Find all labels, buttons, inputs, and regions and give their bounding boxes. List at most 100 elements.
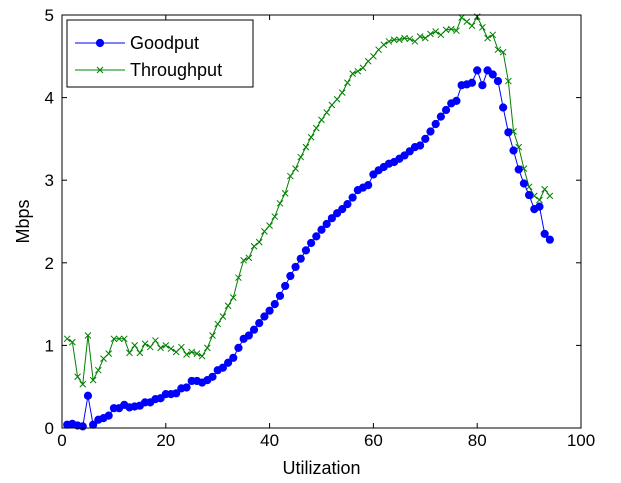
x-axis-label: Utilization — [282, 458, 360, 478]
data-point-throughput — [203, 344, 211, 352]
legend-label-throughput: Throughput — [130, 60, 222, 80]
data-point-goodput — [452, 96, 461, 106]
data-point-throughput — [94, 366, 102, 374]
data-point-goodput — [281, 281, 290, 291]
series-layer — [63, 13, 554, 431]
data-point-throughput — [468, 22, 476, 30]
plot-area — [61, 14, 582, 429]
data-point-throughput — [126, 349, 133, 357]
data-point-throughput — [245, 254, 253, 262]
data-point-throughput — [328, 101, 336, 109]
legend-entry-throughput: Throughput — [75, 60, 222, 80]
data-point-goodput — [499, 103, 508, 112]
data-point-throughput — [307, 133, 315, 141]
data-point-throughput — [235, 274, 242, 282]
data-point-throughput — [499, 48, 507, 56]
data-point-throughput — [484, 34, 491, 42]
data-point-throughput — [447, 25, 455, 33]
data-point-goodput — [234, 343, 243, 352]
data-point-throughput — [359, 64, 367, 72]
data-point-goodput — [535, 202, 544, 211]
data-point-throughput — [395, 36, 403, 44]
data-point-goodput — [348, 193, 357, 202]
data-point-goodput — [421, 134, 430, 143]
data-point-throughput — [375, 46, 382, 54]
data-point-goodput — [467, 78, 477, 87]
data-point-goodput — [483, 66, 492, 75]
data-point-throughput — [74, 373, 81, 381]
data-point-throughput — [364, 57, 372, 65]
data-point-goodput — [493, 76, 503, 86]
data-point-throughput — [463, 18, 471, 25]
data-point-goodput — [229, 353, 238, 362]
data-point-throughput — [427, 30, 434, 38]
data-point-goodput — [525, 190, 534, 200]
data-point-goodput — [488, 70, 497, 79]
data-point-throughput — [172, 348, 180, 356]
data-point-throughput — [136, 349, 144, 357]
data-point-throughput — [214, 320, 222, 328]
data-point-throughput — [385, 38, 393, 45]
data-point-throughput — [261, 228, 268, 235]
data-point-throughput — [541, 185, 549, 193]
data-point-goodput — [441, 105, 451, 115]
data-point-goodput — [519, 179, 529, 188]
data-point-throughput — [297, 153, 305, 161]
data-point-throughput — [69, 338, 76, 346]
data-point-goodput — [249, 325, 259, 334]
series-goodput — [63, 66, 554, 431]
data-point-goodput — [405, 147, 414, 156]
data-point-goodput — [307, 238, 316, 248]
legend-marker-throughput — [96, 66, 104, 74]
data-point-throughput — [167, 345, 175, 353]
data-point-goodput — [291, 262, 300, 272]
data-point-goodput — [182, 383, 191, 392]
data-point-throughput — [406, 35, 414, 43]
data-point-throughput — [287, 172, 294, 180]
x-tick-label: 100 — [567, 431, 595, 450]
data-point-throughput — [84, 332, 92, 339]
data-point-goodput — [509, 146, 518, 155]
data-point-throughput — [437, 31, 445, 39]
data-point-throughput — [338, 89, 346, 96]
data-point-goodput — [431, 119, 440, 129]
data-point-goodput — [343, 200, 352, 209]
data-point-throughput — [416, 33, 424, 40]
data-point-goodput — [332, 209, 342, 218]
data-point-throughput — [333, 95, 341, 103]
data-point-throughput — [281, 190, 289, 197]
data-point-goodput — [270, 300, 279, 309]
y-tick-label: 3 — [45, 171, 54, 190]
data-point-throughput — [188, 348, 196, 356]
data-point-throughput — [250, 242, 258, 250]
ticks-layer: 0 20 40 60 80 100 0 1 2 3 4 5 — [45, 6, 596, 450]
y-tick-label: 2 — [45, 254, 54, 273]
data-point-goodput — [514, 165, 523, 174]
data-point-goodput — [244, 331, 253, 340]
data-point-throughput — [255, 238, 263, 246]
series-throughput — [63, 13, 554, 388]
data-point-throughput — [120, 335, 128, 343]
x-tick-label: 20 — [156, 431, 175, 450]
data-point-throughput — [157, 344, 164, 352]
data-point-throughput — [546, 192, 554, 200]
data-point-throughput — [354, 67, 362, 75]
data-point-goodput — [478, 81, 487, 90]
data-point-throughput — [401, 34, 408, 42]
data-point-goodput — [312, 232, 321, 241]
legend: Goodput Throughput — [66, 19, 254, 88]
x-tick-label: 0 — [57, 431, 66, 450]
data-point-throughput — [349, 70, 356, 77]
y-axis-label: Mbps — [13, 199, 33, 243]
x-tick-label: 80 — [468, 431, 487, 450]
data-point-throughput — [292, 165, 299, 172]
data-point-throughput — [146, 343, 154, 351]
data-point-throughput — [131, 342, 139, 349]
data-point-goodput — [369, 170, 378, 179]
legend-marker-goodput — [95, 38, 105, 48]
data-point-throughput — [411, 38, 419, 45]
data-point-goodput — [223, 358, 233, 367]
data-point-goodput — [296, 254, 305, 263]
data-point-goodput — [436, 112, 445, 121]
